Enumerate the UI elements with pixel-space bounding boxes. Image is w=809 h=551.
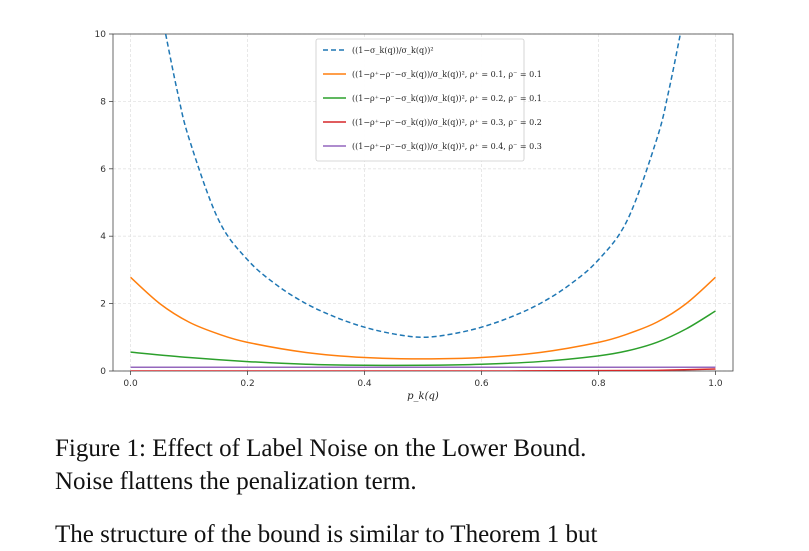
y-tick-label: 10 xyxy=(95,30,107,40)
figure-caption: Figure 1: Effect of Label Noise on the L… xyxy=(55,432,775,498)
series-line-3 xyxy=(130,310,716,367)
x-tick-label: 0.6 xyxy=(474,379,489,389)
figure: 0.0 0.2 0.4 0.6 0.8 1.0 0 2 4 6 8 10 p_k(q) ((1−σ_k… xyxy=(95,30,734,402)
y-tick-label: 0 xyxy=(100,367,106,377)
caption-line-1: Figure 1: Effect of Label Noise on the L… xyxy=(55,435,587,462)
body-text-partial: The structure of the bound is similar to… xyxy=(55,521,598,548)
legend-label-2: ((1−ρ⁺−ρ⁻−σ_k(q))/σ_k(q))², ρ⁺ = 0.1, ρ⁻… xyxy=(352,70,542,79)
series-line-1 xyxy=(164,34,682,339)
line-chart: 0.0 0.2 0.4 0.6 0.8 1.0 0 2 4 6 8 10 p_k(q) ((1−σ_k… xyxy=(95,30,734,402)
y-tick-label: 8 xyxy=(100,97,106,107)
legend-label-5: ((1−ρ⁺−ρ⁻−σ_k(q))/σ_k(q))², ρ⁺ = 0.4, ρ⁻… xyxy=(352,142,542,151)
legend-label-1: ((1−σ_k(q))/σ_k(q))² xyxy=(352,46,434,55)
x-axis-label: p_k(q) xyxy=(407,391,439,402)
y-tick-label: 6 xyxy=(100,165,106,175)
series-line-4 xyxy=(130,368,716,371)
axis-ticks: 0.0 0.2 0.4 0.6 0.8 1.0 0 2 4 6 8 10 xyxy=(95,30,723,389)
x-tick-label: 0.4 xyxy=(357,379,372,389)
x-tick-label: 0.8 xyxy=(591,379,606,389)
x-tick-label: 0.0 xyxy=(123,379,138,389)
legend: ((1−σ_k(q))/σ_k(q))² ((1−ρ⁺−ρ⁻−σ_k(q))/σ_… xyxy=(315,38,542,162)
x-tick-label: 0.2 xyxy=(240,379,254,389)
legend-label-4: ((1−ρ⁺−ρ⁻−σ_k(q))/σ_k(q))², ρ⁺ = 0.3, ρ⁻… xyxy=(352,118,542,127)
y-tick-label: 4 xyxy=(100,232,106,242)
y-tick-label: 2 xyxy=(100,300,106,310)
caption-line-2: Noise flattens the penalization term. xyxy=(55,468,417,495)
series-line-2 xyxy=(130,276,716,360)
legend-box xyxy=(315,38,525,162)
legend-label-3: ((1−ρ⁺−ρ⁻−σ_k(q))/σ_k(q))², ρ⁺ = 0.2, ρ⁻… xyxy=(352,94,542,103)
series-group xyxy=(130,34,716,371)
x-tick-label: 1.0 xyxy=(708,379,723,389)
